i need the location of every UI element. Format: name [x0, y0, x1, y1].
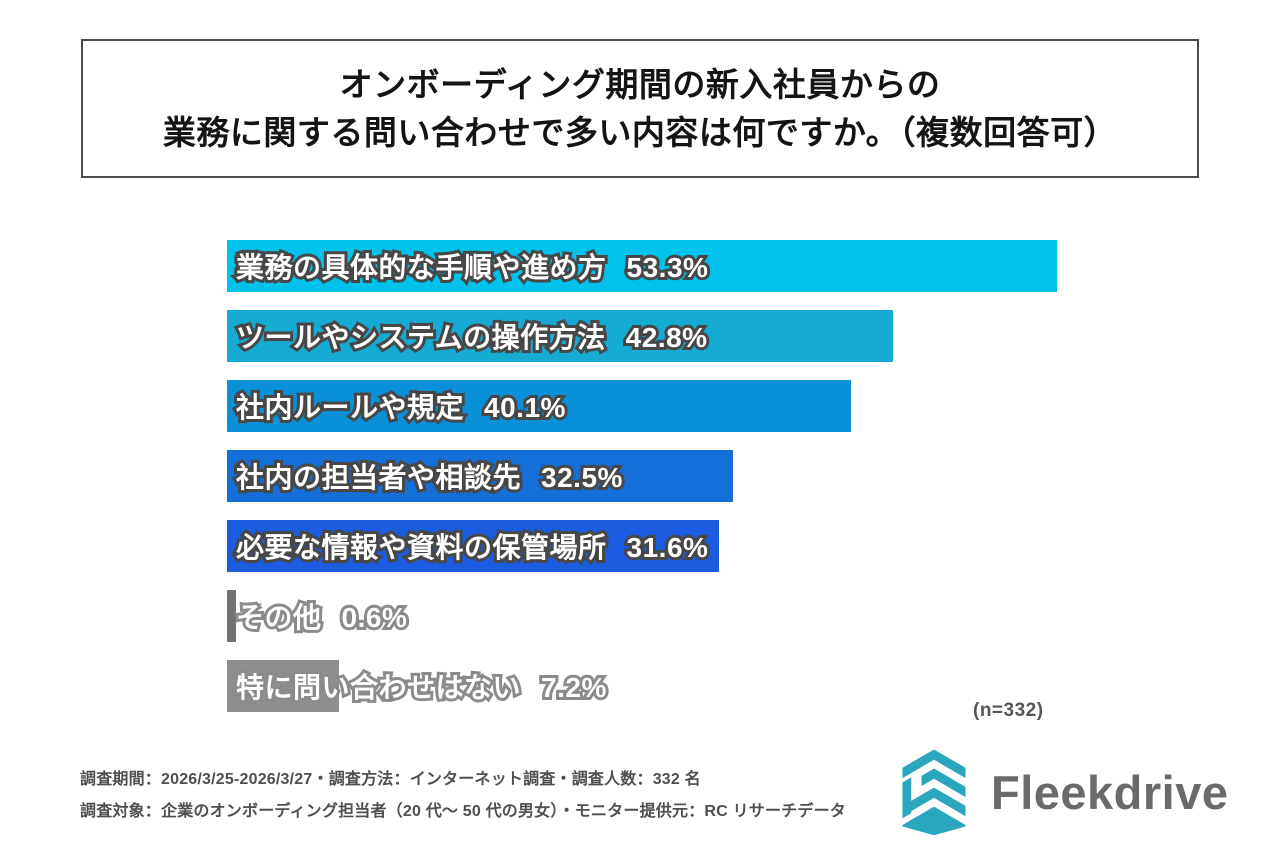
bar-row: ツールやシステムの操作方法 42.8% [227, 310, 1057, 362]
bar-row: 社内ルールや規定 40.1% [227, 380, 1057, 432]
bar-value-text: 7.2% [538, 669, 609, 706]
bar-value-text: 40.1% [481, 389, 568, 426]
bar-fill [227, 520, 720, 572]
bar-chart: 業務の具体的な手順や進め方 53.3% ツールやシステムの操作方法 42.8% 社内ルー… [227, 240, 1057, 712]
survey-methodology-line-2: 調査対象：企業のオンボーディング担当者（20 代～ 50 代の男女）・モニター提… [80, 803, 846, 820]
bar-fill [227, 380, 852, 432]
bar-fill [227, 590, 237, 642]
bar-label: その他 0.6% [233, 596, 410, 636]
bar-row: 特に問い合わせはない 7.2% [227, 660, 1057, 712]
bar-category-text: 社内ルールや規定 [233, 389, 467, 426]
survey-methodology-line-1: 調査期間：2026/3/25-2026/3/27・調査方法：インターネット調査・… [80, 771, 701, 788]
bar-value-text: 32.5% [538, 459, 625, 496]
bar-label: 社内の担当者や相談先 32.5% [233, 456, 625, 496]
sample-size-note: (n=332) [973, 700, 1044, 721]
bar-fill [227, 660, 340, 712]
bar-label: ツールやシステムの操作方法 42.8% [233, 316, 710, 356]
bar-fill [227, 450, 734, 502]
bar-value-text: 42.8% [623, 319, 710, 356]
title-line-1: オンボーディング期間の新入社員からの [339, 65, 941, 103]
bar-category-text: 必要な情報や資料の保管場所 [233, 529, 609, 566]
fleekdrive-logo: Fleekdrive [893, 748, 1229, 836]
bar-category-text: 社内の担当者や相談先 [233, 459, 524, 496]
fleekdrive-hexagon-icon [902, 749, 966, 836]
survey-methodology-note: 調査期間：2026/3/25-2026/3/27・調査方法：インターネット調査・… [80, 764, 846, 828]
fleekdrive-wordmark: Fleekdrive [991, 765, 1229, 819]
title-line-2: 業務に関する問い合わせで多い内容は何ですか。（複数回答可） [162, 113, 1118, 151]
bar-label: 必要な情報や資料の保管場所 31.6% [233, 526, 711, 566]
bar-label: 業務の具体的な手順や進め方 53.3% [233, 246, 711, 286]
bar-label: 社内ルールや規定 40.1% [233, 386, 568, 426]
bar-row: 社内の担当者や相談先 32.5% [227, 450, 1057, 502]
bar-row: 業務の具体的な手順や進め方 53.3% [227, 240, 1057, 292]
bar-category-text: その他 [233, 599, 324, 636]
bar-value-text: 53.3% [624, 249, 711, 286]
bar-value-text: 31.6% [624, 529, 711, 566]
title-box: オンボーディング期間の新入社員からの 業務に関する問い合わせで多い内容は何ですか… [81, 39, 1199, 178]
bar-fill [227, 240, 1057, 292]
bar-category-text: ツールやシステムの操作方法 [233, 319, 608, 356]
bar-label: 特に問い合わせはない 7.2% [233, 666, 609, 706]
bar-category-text: 業務の具体的な手順や進め方 [233, 249, 609, 286]
bar-category-text: 特に問い合わせはない [233, 669, 524, 706]
bar-fill [227, 310, 894, 362]
bar-row: その他 0.6% [227, 590, 1057, 642]
bar-row: 必要な情報や資料の保管場所 31.6% [227, 520, 1057, 572]
bar-value-text: 0.6% [339, 599, 410, 636]
